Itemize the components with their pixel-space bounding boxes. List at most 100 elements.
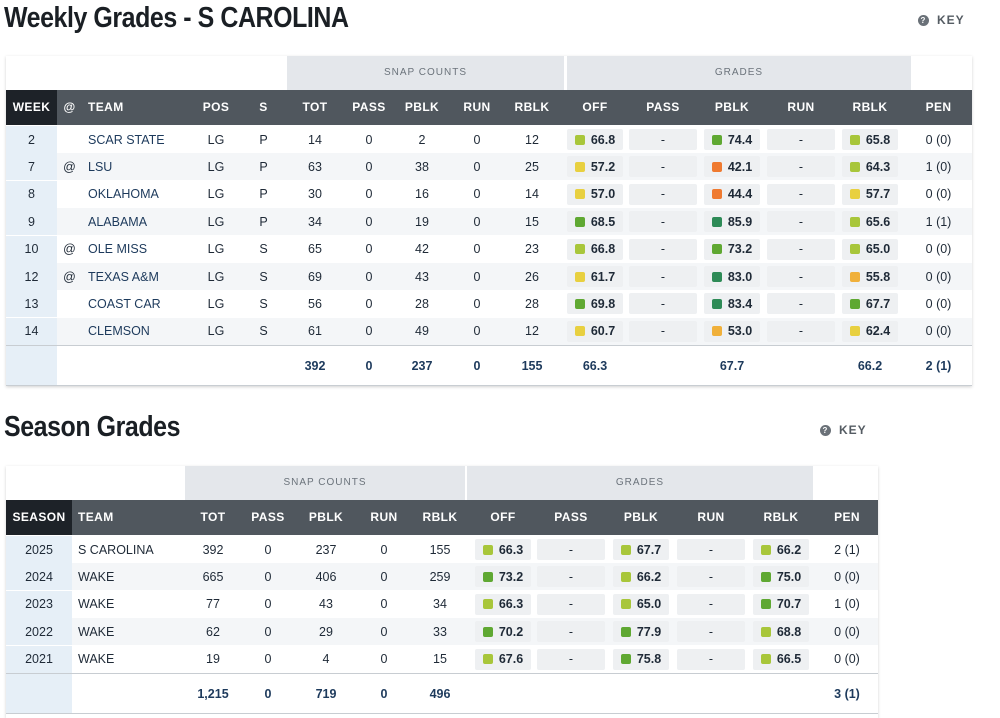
weekly-team-cell[interactable]: COAST CAR xyxy=(88,296,161,311)
season-totals-row: 1,215 0 719 0 496 3 (1) xyxy=(6,673,878,714)
weekly-pblk-cell: 2 xyxy=(418,132,426,147)
season-header-g-run[interactable]: RUN xyxy=(697,510,725,524)
weekly-pen-cell: 0 (0) xyxy=(925,269,952,284)
weekly-off-grade-cell: 66.8 xyxy=(561,129,629,150)
weekly-header-s[interactable]: S xyxy=(259,100,268,114)
weekly-header-team[interactable]: TEAM xyxy=(88,100,124,114)
weekly-rblk-grade-value: 64.3 xyxy=(865,159,891,174)
weekly-team-cell[interactable]: CLEMSON xyxy=(88,324,150,339)
grade-color-indicator xyxy=(711,134,722,145)
grade-color-indicator xyxy=(482,626,493,637)
weekly-rblk-grade-cell: 57.7 xyxy=(835,183,905,205)
weekly-header-pass[interactable]: PASS xyxy=(352,100,386,114)
season-run-cell: 0 xyxy=(380,624,388,639)
weekly-off-grade-pill: 60.7 xyxy=(567,320,623,342)
weekly-header-pen[interactable]: PEN xyxy=(925,100,952,114)
season-header-g-pass[interactable]: PASS xyxy=(554,510,588,524)
weekly-team-cell[interactable]: ALABAMA xyxy=(88,214,148,229)
weekly-key-button[interactable]: ? KEY xyxy=(918,13,965,27)
weekly-pblk-cell: 43 xyxy=(415,269,429,284)
season-rblk-grade-value: 66.2 xyxy=(776,542,802,557)
season-total-pass: 0 xyxy=(264,686,272,701)
weekly-pos-cell: LG xyxy=(207,296,225,311)
season-rblk-grade-pill: 68.8 xyxy=(753,621,809,643)
weekly-team-cell[interactable]: OLE MISS xyxy=(88,242,148,257)
weekly-total-s xyxy=(242,346,285,385)
weekly-team-cell[interactable]: TEXAS A&M xyxy=(88,269,159,284)
season-header-g-rblk[interactable]: RBLK xyxy=(763,510,799,524)
season-pblk-grade-cell: 75.8 xyxy=(606,648,676,670)
weekly-pblk-grade-pill: 83.4 xyxy=(704,293,760,315)
season-header-pass[interactable]: PASS xyxy=(251,510,285,524)
season-key-button[interactable]: ? KEY xyxy=(820,423,867,437)
weekly-pass-cell: 0 xyxy=(365,187,373,202)
season-rblk-grade-value: 70.7 xyxy=(776,597,802,612)
season-pblk-cell: 29 xyxy=(319,624,333,639)
weekly-header-run[interactable]: RUN xyxy=(463,100,491,114)
weekly-total-week xyxy=(6,346,57,385)
season-header-pblk[interactable]: PBLK xyxy=(308,510,344,524)
season-header-g-pblk[interactable]: PBLK xyxy=(623,510,659,524)
help-icon: ? xyxy=(820,424,831,436)
weekly-header-g-run[interactable]: RUN xyxy=(787,100,815,114)
season-header-pen[interactable]: PEN xyxy=(834,510,860,524)
season-pass-cell: 0 xyxy=(264,624,272,639)
weekly-pos-cell: LG xyxy=(207,324,225,339)
weekly-pass-cell: 0 xyxy=(365,242,373,257)
weekly-header-g-pass[interactable]: PASS xyxy=(646,100,680,114)
weekly-pblk-cell: 42 xyxy=(415,242,429,257)
weekly-team-cell[interactable]: LSU xyxy=(88,159,113,174)
weekly-rblk-cell: 12 xyxy=(525,324,539,339)
weekly-team-cell[interactable]: SCAR STATE xyxy=(88,132,165,147)
grade-color-indicator xyxy=(849,189,860,200)
weekly-rblk-grade-pill: 65.8 xyxy=(842,129,898,150)
season-header-tot[interactable]: TOT xyxy=(200,510,226,524)
weekly-week-cell: 12 xyxy=(6,263,57,290)
weekly-pblk-grade-cell: 42.1 xyxy=(697,156,767,178)
weekly-pass-cell: 0 xyxy=(365,132,373,147)
weekly-grades-table: SNAP COUNTS GRADES WEEK @ TEAM POS S TOT PASS P… xyxy=(6,56,972,386)
grade-color-indicator xyxy=(849,161,860,172)
weekly-team-cell[interactable]: OKLAHOMA xyxy=(88,187,159,202)
weekly-off-grade-pill: 69.8 xyxy=(567,293,623,315)
weekly-header-week[interactable]: WEEK xyxy=(6,90,57,125)
weekly-run-grade-empty: - xyxy=(767,183,835,205)
weekly-header-g-rblk[interactable]: RBLK xyxy=(852,100,888,114)
season-header-g-off[interactable]: OFF xyxy=(490,510,516,524)
weekly-run-grade-cell: - xyxy=(767,238,835,260)
season-header-run[interactable]: RUN xyxy=(370,510,398,524)
weekly-rblk-grade-pill: 55.8 xyxy=(842,266,898,287)
weekly-run-grade-empty: - xyxy=(767,211,835,233)
weekly-total-g-off: 66.3 xyxy=(582,358,608,373)
weekly-pblk-grade-value: 85.9 xyxy=(727,214,753,229)
weekly-header-g-pblk[interactable]: PBLK xyxy=(714,100,750,114)
weekly-run-grade-cell: - xyxy=(767,211,835,233)
weekly-total-g-run xyxy=(767,346,835,385)
weekly-pblk-grade-value: 83.0 xyxy=(727,269,753,284)
season-header-season[interactable]: SEASON xyxy=(6,500,72,535)
weekly-header-g-off[interactable]: OFF xyxy=(582,100,608,114)
season-off-grade-cell: 66.3 xyxy=(470,539,536,560)
weekly-pass-grade-empty: - xyxy=(629,320,697,342)
season-off-grade-pill: 73.2 xyxy=(475,566,531,588)
weekly-off-grade-value: 69.8 xyxy=(590,296,616,311)
weekly-header-rblk[interactable]: RBLK xyxy=(514,100,550,114)
season-pass-grade-cell: - xyxy=(536,539,606,560)
weekly-pass-grade-empty: - xyxy=(629,266,697,287)
season-header-team[interactable]: TEAM xyxy=(78,510,114,524)
season-pass-cell: 0 xyxy=(264,569,272,584)
weekly-header-pblk[interactable]: PBLK xyxy=(404,100,440,114)
weekly-rblk-cell: 28 xyxy=(525,296,539,311)
weekly-header-pos[interactable]: POS xyxy=(202,100,230,114)
season-season-cell: 2021 xyxy=(6,645,72,673)
season-pblk-grade-value: 75.8 xyxy=(636,652,662,667)
weekly-rblk-grade-value: 55.8 xyxy=(865,269,891,284)
grade-color-indicator xyxy=(711,244,722,255)
table-row: 9 ALABAMA LG P 34 0 19 0 15 68.5-85.9-65.6 1 (1) xyxy=(6,208,972,236)
weekly-header-at[interactable]: @ xyxy=(63,100,76,114)
season-pass-grade-empty: - xyxy=(537,566,605,588)
season-header-rblk[interactable]: RBLK xyxy=(422,510,458,524)
weekly-pass-grade-empty: - xyxy=(629,183,697,205)
grade-color-indicator xyxy=(849,134,860,145)
weekly-header-tot[interactable]: TOT xyxy=(302,100,328,114)
